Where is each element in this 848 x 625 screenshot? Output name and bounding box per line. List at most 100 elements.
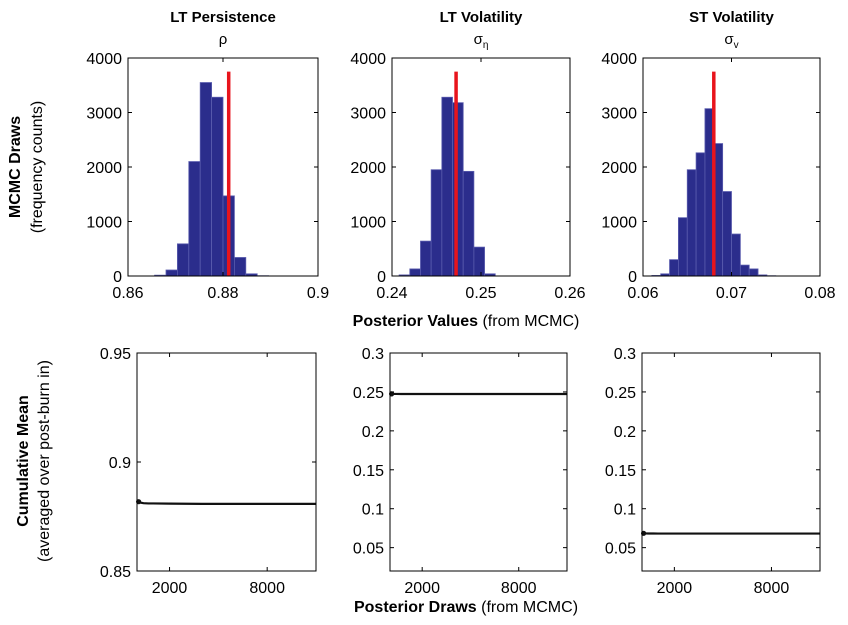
y-tick-label: 0.95	[100, 346, 131, 363]
y-tick-label: 2000	[350, 160, 386, 177]
histogram-bar	[188, 161, 201, 277]
bottom-xlabel-bold: Posterior Draws	[354, 599, 477, 616]
y-tick-label: 0.2	[614, 424, 636, 441]
x-tick-label: 2000	[404, 580, 440, 597]
histogram-bar	[165, 269, 178, 277]
panel-subtitle: ρ	[219, 31, 228, 48]
histogram-bar	[211, 96, 224, 277]
x-tick-label: 0.86	[112, 285, 143, 302]
panel-title: LT Volatility	[440, 9, 523, 26]
y-tick-label: 3000	[601, 106, 637, 123]
histogram-bar	[731, 233, 741, 277]
panel-bottom-right: 2000 8000 0.05 0.1 0.15 0.2 0.25 0.3	[605, 346, 821, 597]
x-tick-label: 0.24	[376, 285, 407, 302]
x-tick-label: 0.9	[307, 285, 329, 302]
subtitle-symbol: σ	[474, 31, 484, 48]
histogram-bar	[430, 169, 443, 277]
histogram-bar	[462, 170, 475, 277]
panel-title: LT Persistence	[170, 9, 276, 26]
histogram-bar	[678, 217, 688, 277]
y-tick-label: 0.25	[605, 385, 636, 402]
histogram-bar	[452, 102, 464, 277]
y-tick-label: 0.2	[362, 424, 384, 441]
x-tick-label: 0.08	[804, 285, 835, 302]
histogram-bar	[669, 259, 679, 277]
histogram-bar	[233, 257, 247, 277]
panel-top-left: LT Persistence ρ 0.86 0.88 0.9 0 1000 2000 3000 4…	[86, 9, 329, 302]
histogram-bar	[722, 191, 732, 277]
y-tick-label: 0.05	[353, 541, 384, 558]
panel-bottom-middle: 2000 8000 0.05 0.1 0.15 0.2 0.25 0.3	[353, 346, 568, 597]
panel-top-middle: LT Volatility ση 0.24 0.25 0.26 0 1000 2000 3000…	[350, 9, 585, 302]
x-tick-label: 2000	[657, 580, 693, 597]
panel-subtitle: σv	[724, 31, 738, 51]
axes-frame	[391, 57, 571, 277]
bottom-xlabel-normal: (from MCMC)	[477, 599, 578, 616]
y-tick-label: 0.85	[100, 564, 131, 581]
histogram-bar	[409, 268, 421, 277]
y-tick-label: 0	[377, 269, 386, 286]
x-tick-label: 0.88	[207, 285, 238, 302]
axes-frame	[136, 352, 317, 572]
histogram-bar	[199, 82, 212, 277]
y-tick-label: 0.15	[605, 463, 636, 480]
y-tick-label: 0.1	[614, 502, 636, 519]
top-ylabel-bold: MCMC Draws	[7, 116, 24, 218]
y-tick-label: 3000	[86, 106, 122, 123]
x-tick-label: 8000	[754, 580, 790, 597]
x-tick-label: 0.25	[465, 285, 496, 302]
y-tick-label: 0.05	[605, 541, 636, 558]
x-tick-label: 8000	[249, 580, 285, 597]
subtitle-subscript: v	[734, 40, 739, 51]
bottom-ylabel: Cumulative Mean (averaged over post-burn…	[15, 360, 53, 562]
y-tick-label: 0.1	[362, 502, 384, 519]
bottom-ylabel-bold: Cumulative Mean	[15, 395, 32, 527]
top-xlabel-bold: Posterior Values	[353, 313, 478, 330]
histogram-bar	[176, 243, 190, 277]
bottom-ylabel-normal: (averaged over post-burn in)	[36, 360, 53, 562]
x-tick-label: 0.07	[716, 285, 747, 302]
panel-top-right: ST Volatility σv 0.06 0.07 0.08 0 1000 2000 3000…	[601, 9, 835, 302]
axes-frame	[389, 352, 568, 572]
x-tick-label: 0.26	[554, 285, 585, 302]
y-tick-label: 0.3	[614, 346, 636, 363]
x-tick-label: 2000	[152, 580, 188, 597]
subtitle-symbol: σ	[724, 31, 734, 48]
top-xlabel-normal: (from MCMC)	[478, 313, 579, 330]
subtitle-symbol: ρ	[219, 31, 228, 48]
histogram-bar	[748, 268, 759, 277]
histogram-bar	[686, 169, 697, 277]
axes-frame	[641, 352, 821, 572]
y-tick-label: 1000	[86, 215, 122, 232]
subtitle-subscript: η	[483, 40, 489, 51]
panels: LT Persistence ρ 0.86 0.88 0.9 0 1000 2000 3000 4…	[86, 9, 835, 597]
y-tick-label: 4000	[350, 51, 386, 68]
panel-subtitle: ση	[474, 31, 489, 51]
y-tick-label: 2000	[601, 160, 637, 177]
top-ylabel-normal: (frequency counts)	[29, 101, 46, 234]
histogram-bar	[695, 152, 706, 277]
y-tick-label: 4000	[601, 51, 637, 68]
y-tick-label: 2000	[86, 160, 122, 177]
histogram-bar	[420, 240, 432, 277]
y-tick-label: 0.25	[353, 385, 384, 402]
panel-bottom-left: 2000 8000 0.85 0.9 0.95	[100, 346, 317, 597]
y-tick-label: 0.3	[362, 346, 384, 363]
panel-title: ST Volatility	[689, 9, 774, 26]
y-tick-label: 1000	[350, 215, 386, 232]
histogram-bar	[739, 264, 750, 277]
y-tick-label: 0.9	[109, 455, 131, 472]
x-tick-label: 0.06	[627, 285, 658, 302]
y-tick-label: 0	[628, 269, 637, 286]
bottom-xlabel: Posterior Draws (from MCMC)	[354, 599, 578, 616]
y-tick-label: 3000	[350, 106, 386, 123]
top-ylabel: MCMC Draws (frequency counts)	[7, 101, 46, 234]
x-tick-label: 8000	[501, 580, 537, 597]
histogram-bar	[441, 96, 453, 277]
y-tick-label: 4000	[86, 51, 122, 68]
y-tick-label: 0.15	[353, 463, 384, 480]
y-tick-label: 0	[113, 269, 122, 286]
histogram-bar	[473, 246, 485, 277]
top-xlabel: Posterior Values (from MCMC)	[353, 313, 580, 330]
y-tick-label: 1000	[601, 215, 637, 232]
